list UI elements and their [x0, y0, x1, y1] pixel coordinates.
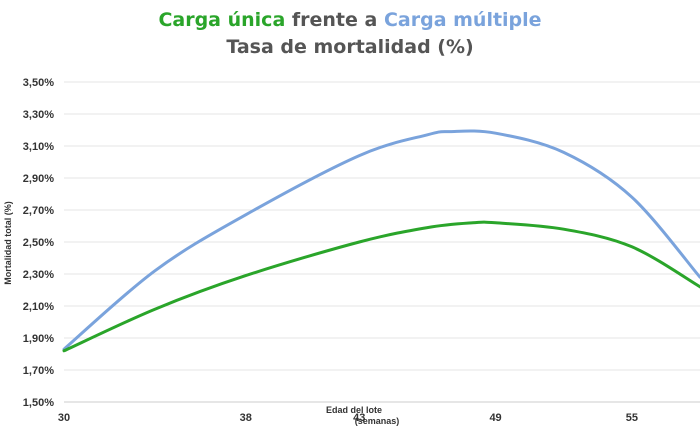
chart-title-part-2: frente a [285, 9, 384, 31]
x-tick-label: 43 [353, 412, 365, 424]
y-tick-label: 2,50% [23, 237, 54, 249]
y-axis-label: Mortalidad total (%) [3, 201, 13, 285]
gridlines [64, 81, 700, 403]
series-line-multiple [62, 129, 700, 351]
series-group [62, 129, 700, 353]
y-tick-label: 1,50% [23, 397, 54, 409]
y-tick-label: 2,30% [23, 269, 54, 281]
x-tick-label: 30 [58, 412, 70, 424]
series-line-single [62, 220, 700, 353]
chart-subtitle: Tasa de mortalidad (%) [226, 36, 473, 58]
y-tick-label: 3,10% [23, 141, 54, 153]
y-tick-label: 3,30% [23, 109, 54, 121]
y-tick-label: 3,50% [23, 77, 54, 89]
chart-title-part-1: Carga única [158, 9, 285, 31]
y-tick-label: 2,90% [23, 173, 54, 185]
x-axis-label-line-2: (semanas) [355, 416, 400, 426]
y-axis-ticks: 1,50% 1,70% 1,90% 2,10% 2,30% 2,50% 2,70% 2,90%… [23, 77, 54, 409]
x-tick-label: 49 [489, 412, 501, 424]
y-tick-label: 2,70% [23, 205, 54, 217]
chart-title: Carga única frente a Carga múltiple [158, 9, 541, 31]
y-tick-label: 2,10% [23, 301, 54, 313]
y-tick-label: 1,90% [23, 333, 54, 345]
chart-title-part-3: Carga múltiple [384, 9, 542, 31]
x-tick-label: 38 [240, 412, 252, 424]
y-tick-label: 1,70% [23, 365, 54, 377]
x-tick-label: 55 [626, 412, 638, 424]
x-axis-ticks: 30 38 43 49 55 [58, 412, 638, 424]
x-axis-label-line-1: Edad del lote [326, 405, 382, 415]
